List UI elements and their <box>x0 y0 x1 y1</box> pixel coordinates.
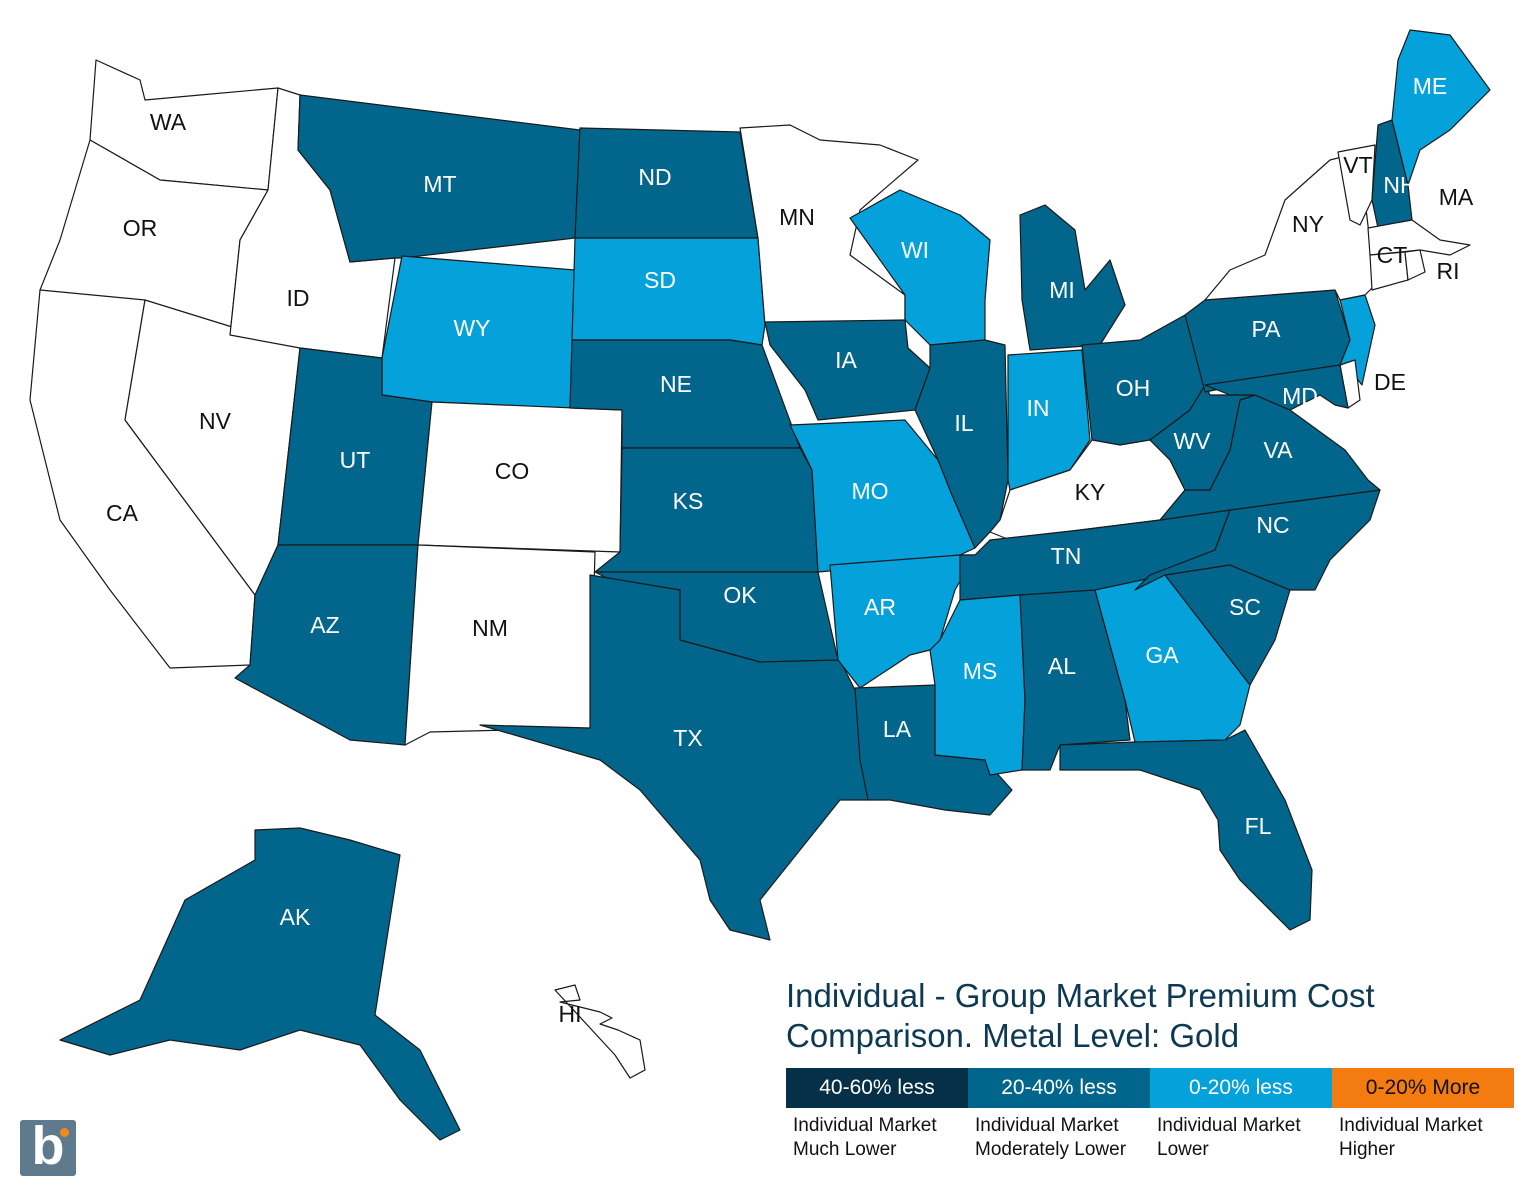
state-label-nh: NH <box>1383 172 1416 198</box>
state-ri <box>1404 249 1426 281</box>
state-label-in: IN <box>1027 395 1050 421</box>
state-label-al: AL <box>1048 653 1076 679</box>
state-label-ky: KY <box>1075 479 1106 505</box>
state-label-va: VA <box>1264 437 1294 463</box>
state-fl <box>1059 729 1313 931</box>
state-ak <box>59 827 461 1141</box>
state-label-or: OR <box>123 215 158 241</box>
state-label-ut: UT <box>340 447 371 473</box>
state-label-la: LA <box>883 716 912 742</box>
state-label-wa: WA <box>150 109 187 135</box>
legend-bin-0-20-more: 0-20% More <box>1332 1068 1514 1108</box>
legend-bin-20-40-less: 20-40% less <box>968 1068 1150 1108</box>
state-label-mo: MO <box>851 478 888 504</box>
legend-desc-lower: Individual Market Lower <box>1157 1115 1301 1160</box>
state-label-hi: HI <box>559 1001 582 1027</box>
state-mo <box>789 419 976 573</box>
state-label-ar: AR <box>864 594 896 620</box>
state-md <box>1204 364 1349 411</box>
state-label-mi: MI <box>1049 277 1075 303</box>
legend-desc-higher: Individual Market Higher <box>1339 1115 1483 1160</box>
state-label-ny: NY <box>1292 211 1324 237</box>
state-hi <box>554 984 646 1079</box>
state-label-mn: MN <box>779 204 815 230</box>
state-il <box>914 339 1009 549</box>
state-label-ma: MA <box>1439 184 1474 210</box>
state-label-oh: OH <box>1116 375 1151 401</box>
state-label-nm: NM <box>472 615 508 641</box>
state-label-ne: NE <box>660 371 692 397</box>
state-label-md: MD <box>1282 383 1318 409</box>
state-label-wv: WV <box>1173 428 1211 454</box>
state-label-sd: SD <box>644 267 676 293</box>
state-mi <box>1019 204 1126 351</box>
state-vt <box>1337 144 1376 226</box>
state-label-ks: KS <box>673 488 704 514</box>
state-me <box>1391 29 1491 186</box>
legend-bin-40-60-less: 40-60% less <box>786 1068 968 1108</box>
state-label-ok: OK <box>723 582 757 608</box>
state-nc <box>1134 489 1381 591</box>
state-label-me: ME <box>1413 73 1448 99</box>
state-mn <box>739 124 919 326</box>
state-label-wi: WI <box>901 237 929 263</box>
legend-bin-0-20-less: 0-20% less <box>1150 1068 1332 1108</box>
state-label-ia: IA <box>835 347 857 373</box>
legend: 40-60% less 20-40% less 0-20% less 0-20%… <box>786 1068 1514 1108</box>
state-label-ca: CA <box>106 500 139 526</box>
state-ms <box>929 594 1026 776</box>
state-wi <box>849 189 991 346</box>
map-title: Individual - Group Market Premium Cost C… <box>786 977 1375 1054</box>
state-label-tx: TX <box>673 725 702 751</box>
state-tx <box>479 574 869 941</box>
state-label-ms: MS <box>963 658 998 684</box>
state-wv <box>1149 384 1256 491</box>
state-label-id: ID <box>287 285 310 311</box>
state-label-ak: AK <box>280 904 311 930</box>
state-label-ri: RI <box>1437 258 1460 284</box>
legend-desc-much-lower: Individual Market Much Lower <box>793 1115 937 1160</box>
state-label-nc: NC <box>1256 512 1289 538</box>
state-label-vt: VT <box>1343 152 1372 178</box>
state-label-pa: PA <box>1252 316 1282 342</box>
state-label-az: AZ <box>310 612 339 638</box>
state-label-nv: NV <box>199 408 232 434</box>
state-ks <box>594 447 819 573</box>
state-label-de: DE <box>1374 369 1406 395</box>
legend-desc-moderately-lower: Individual Market Moderately Lower <box>975 1115 1127 1160</box>
state-label-il: IL <box>954 410 973 436</box>
legend-descriptions: Individual Market Much Lower Individual … <box>786 1114 1514 1162</box>
b-logo-icon: b <box>20 1116 76 1176</box>
state-label-ct: CT <box>1377 242 1408 268</box>
state-label-nd: ND <box>638 164 671 190</box>
state-nm <box>404 544 596 746</box>
state-label-mt: MT <box>423 171 456 197</box>
state-label-nj: NJ <box>1382 315 1410 341</box>
state-label-fl: FL <box>1245 813 1272 839</box>
state-label-wy: WY <box>453 315 490 341</box>
state-label-co: CO <box>495 458 530 484</box>
state-label-ga: GA <box>1145 642 1179 668</box>
state-label-sc: SC <box>1229 594 1261 620</box>
state-label-tn: TN <box>1051 543 1082 569</box>
